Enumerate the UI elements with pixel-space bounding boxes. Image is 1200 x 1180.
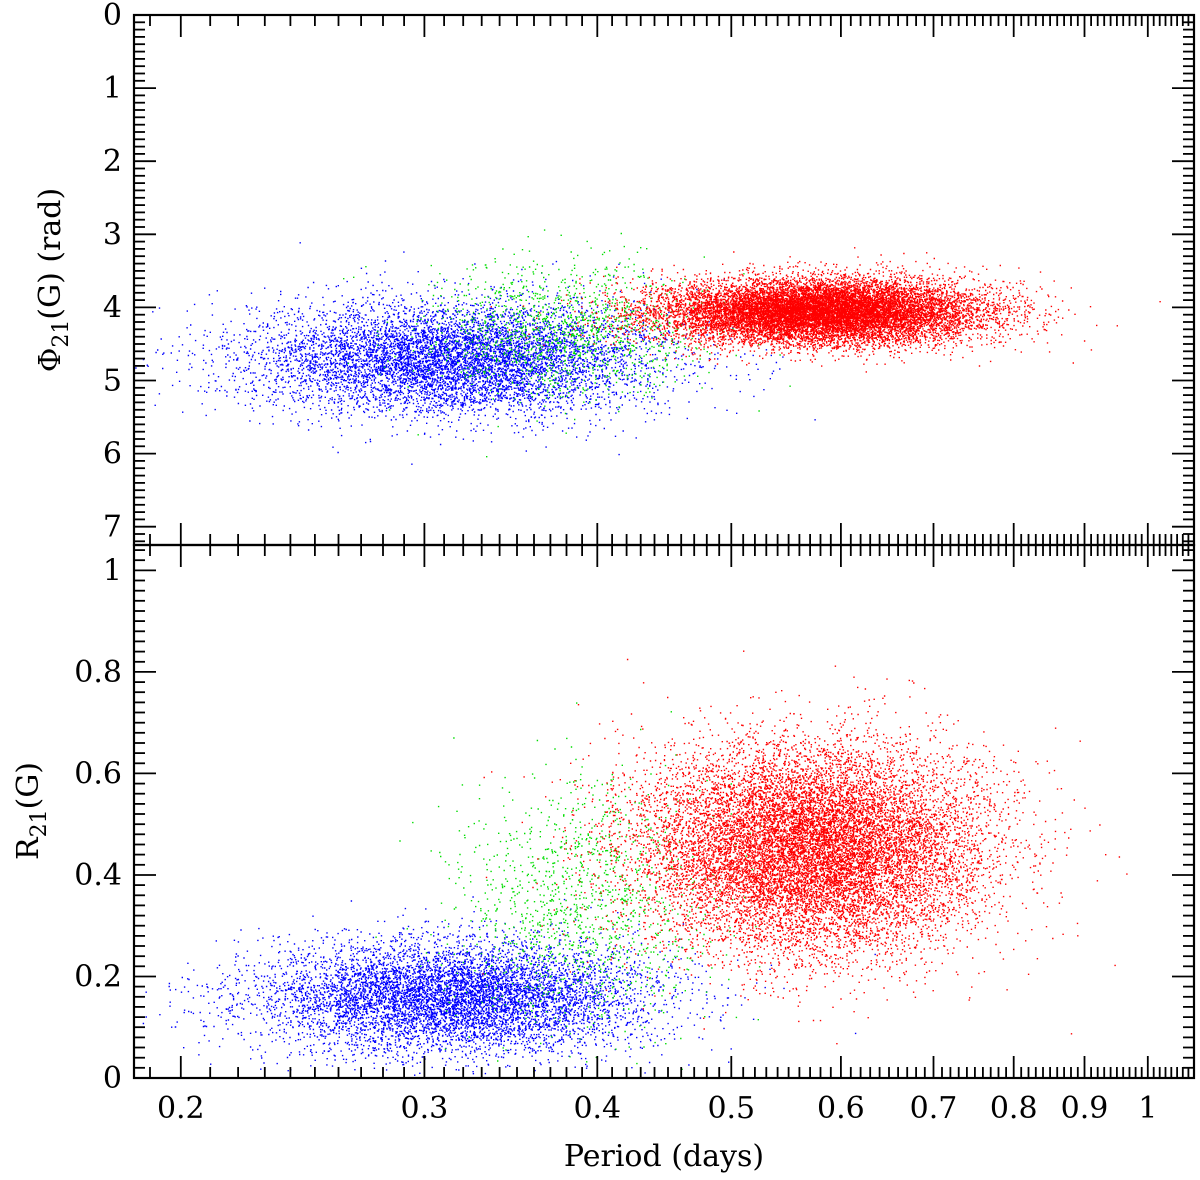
bottom-scatter-points (142, 650, 1128, 1076)
bottom-y-tick-labels: 0 0.2 0.4 0.6 0.8 1 (74, 553, 122, 1096)
top-y-tick-label: 6 (103, 437, 122, 472)
x-tick-label: 0.9 (1061, 1091, 1109, 1126)
bottom-points-blue (142, 896, 876, 1076)
x-tick-label: 0.5 (707, 1091, 755, 1126)
top-points-red (490, 247, 1161, 373)
bottom-x-tick-labels: 0.2 0.3 0.4 0.5 0.6 0.7 0.8 0.9 1 (157, 1091, 1157, 1126)
x-tick-label: 0.4 (573, 1091, 621, 1126)
bottom-series-red (482, 650, 1128, 1045)
top-frame (132, 13, 1196, 547)
x-tick-label: 0.8 (990, 1091, 1038, 1126)
top-y-tick-label: 0 (103, 0, 122, 33)
top-y-axis-title: Φ21(G) (rad) (33, 188, 74, 372)
x-tick-label: 0.6 (817, 1091, 865, 1126)
top-y-tick-label: 1 (103, 71, 122, 106)
x-tick-label: 1 (1138, 1091, 1157, 1126)
bottom-y-tick-label: 0.8 (74, 655, 122, 690)
x-tick-label: 0.3 (401, 1091, 449, 1126)
bottom-ticks (134, 545, 1194, 1079)
bottom-panel: 0 0.2 0.4 0.6 0.8 1 0.2 0.3 0.4 0.5 0.6 0.7 0.8 0.9 1… (11, 543, 1196, 1174)
bottom-y-tick-label: 1 (103, 553, 122, 588)
top-y-tick-labels: 0 1 2 3 4 5 6 7 (103, 0, 122, 545)
top-ticks (134, 14, 1194, 545)
bottom-y-tick-label: 0 (103, 1061, 122, 1096)
top-y-tick-label: 5 (103, 364, 122, 399)
x-tick-label: 0.7 (910, 1091, 958, 1126)
bottom-points-red (482, 650, 1128, 1045)
bottom-y-tick-label: 0.4 (74, 858, 122, 893)
top-y-tick-label: 7 (103, 510, 122, 545)
bottom-y-tick-label: 0.2 (74, 960, 122, 995)
bottom-frame (132, 543, 1196, 1080)
top-y-tick-label: 4 (103, 290, 122, 325)
top-y-tick-label: 2 (103, 144, 122, 179)
bottom-y-tick-label: 0.6 (74, 756, 122, 791)
x-tick-label: 0.2 (157, 1091, 205, 1126)
top-points-blue (135, 242, 816, 465)
top-series-red (490, 247, 1161, 373)
top-scatter-points (135, 229, 1161, 465)
x-axis-title: Period (days) (564, 1139, 764, 1174)
top-y-tick-label: 3 (103, 217, 122, 252)
top-series-blue (135, 242, 816, 465)
bottom-y-axis-title: R21(G) (11, 762, 52, 860)
top-panel: 0 1 2 3 4 5 6 7 Φ21(G) (rad) (33, 0, 1196, 547)
bottom-series-blue (142, 896, 876, 1076)
